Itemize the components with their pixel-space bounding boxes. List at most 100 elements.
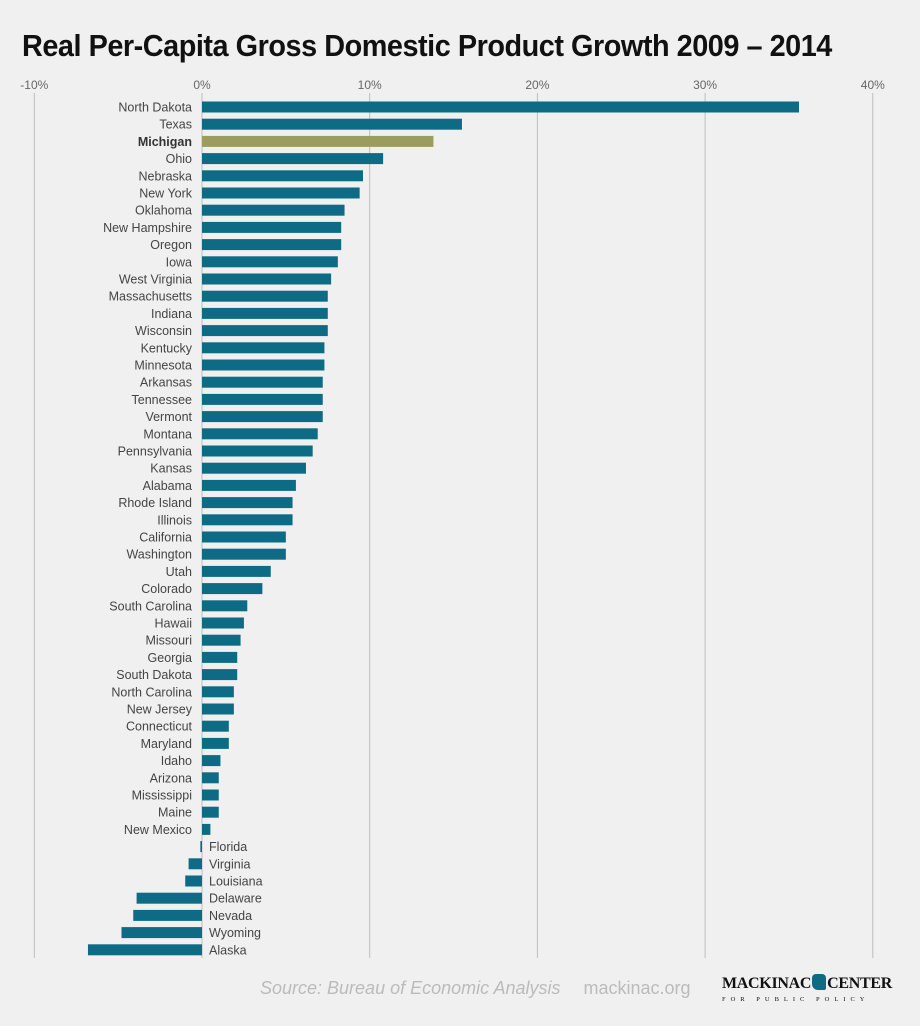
logo-tagline: FOR PUBLIC POLICY [722,996,870,1003]
bar-iowa [202,256,338,268]
category-label: Colorado [141,582,192,596]
x-tick-label: 0% [193,78,211,92]
bar-arizona [202,772,219,784]
x-tick-label: 20% [525,78,549,92]
bar-michigan [202,135,434,147]
bar-pennsylvania [202,445,313,457]
bar-maryland [202,737,229,749]
bar-missouri [202,634,241,646]
bar-alabama [202,479,296,491]
category-label: New York [139,187,193,201]
mackinac-center-logo: MACKINAC CENTER FOR PUBLIC POLICY [722,970,892,1010]
bar-nevada [133,909,202,921]
category-label: South Dakota [116,668,192,682]
source-note: Source: Bureau of Economic Analysis [260,978,561,998]
bar-wyoming [121,927,202,939]
bar-colorado [202,583,263,595]
bar-idaho [202,755,221,767]
bar-georgia [202,651,238,663]
bar-mississippi [202,789,219,801]
category-label: Tennessee [132,393,193,407]
category-label: Connecticut [126,720,193,734]
category-label: New Hampshire [103,221,192,235]
bar-montana [202,428,318,440]
bar-oklahoma [202,204,345,216]
category-label: Texas [159,118,192,132]
bar-utah [202,565,271,577]
category-label: North Carolina [111,685,192,699]
footer: Source: Bureau of Economic Analysis mack… [260,977,691,999]
logo-text-right: CENTER [827,975,893,992]
category-label: South Carolina [109,599,192,613]
category-label: Nevada [209,909,252,923]
bar-california [202,531,286,543]
category-label: Louisiana [209,875,263,889]
category-label: Minnesota [134,359,192,373]
bar-louisiana [185,875,202,887]
category-label: Missouri [145,634,192,648]
bar-hawaii [202,617,244,629]
bar-tennessee [202,393,323,405]
bar-oregon [202,239,342,251]
category-label: Indiana [151,307,192,321]
category-label: Arkansas [140,376,192,390]
michigan-map-icon [812,974,827,990]
category-label: Hawaii [154,617,192,631]
bar-nebraska [202,170,363,182]
x-tick-label: 10% [358,78,382,92]
bar-florida [200,841,202,853]
bar-massachusetts [202,290,328,302]
category-label: Illinois [157,513,192,527]
category-label: Michigan [138,135,192,149]
category-label: Oklahoma [135,204,192,218]
category-label: Florida [209,840,247,854]
category-label: Maine [158,806,192,820]
bar-connecticut [202,720,229,732]
x-tick-label: -10% [20,78,48,92]
category-label: Arizona [150,771,192,785]
bar-wisconsin [202,325,328,337]
bar-texas [202,118,462,130]
category-label: Massachusetts [109,290,192,304]
category-label: Oregon [150,238,192,252]
bar-new-hampshire [202,221,342,233]
chart-title: Real Per-Capita Gross Domestic Product G… [22,28,832,63]
bar-north-carolina [202,686,234,698]
category-label: Kentucky [141,341,193,355]
bar-arkansas [202,376,323,388]
bar-maine [202,806,219,818]
category-label: Virginia [209,857,251,871]
category-label: Georgia [148,651,193,665]
category-label: Ohio [166,152,192,166]
category-label: Rhode Island [118,496,192,510]
bar-virginia [188,858,202,870]
category-label: Utah [166,565,192,579]
category-label: Delaware [209,892,262,906]
category-label: Pennsylvania [118,445,192,459]
bar-rhode-island [202,497,293,509]
bar-south-dakota [202,669,238,681]
category-label: Alabama [143,479,192,493]
x-tick-label: 40% [861,78,885,92]
category-label: Iowa [166,255,192,269]
bar-new-york [202,187,360,199]
bar-minnesota [202,359,325,371]
category-label: New Jersey [127,703,193,717]
category-label: North Dakota [118,101,192,115]
bar-new-mexico [202,823,211,835]
bar-delaware [136,892,202,904]
category-label: Wyoming [209,926,261,940]
bar-illinois [202,514,293,526]
bar-ohio [202,153,384,165]
category-label: Idaho [161,754,192,768]
x-tick-label: 30% [693,78,717,92]
category-label: West Virginia [119,273,192,287]
bar-alaska [87,944,202,956]
site-link[interactable]: mackinac.org [583,978,691,998]
bar-kansas [202,462,306,474]
category-label: New Mexico [124,823,192,837]
category-label: Maryland [141,737,192,751]
category-label: Kansas [150,462,192,476]
bar-indiana [202,307,328,319]
category-label: Mississippi [132,789,192,803]
